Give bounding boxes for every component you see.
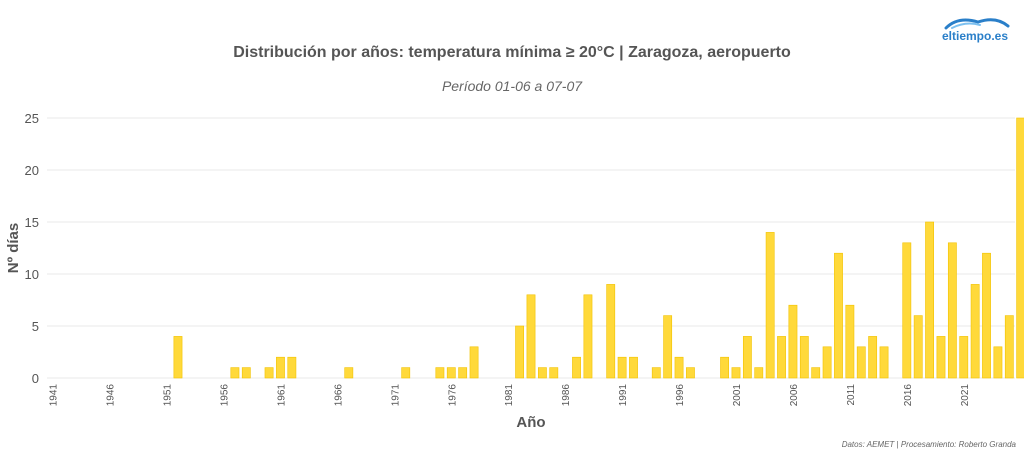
bar xyxy=(970,284,980,379)
bar xyxy=(230,367,240,379)
x-tick-label: 1976 xyxy=(447,384,458,407)
bar xyxy=(1004,315,1014,379)
bar xyxy=(629,356,638,379)
bar xyxy=(651,367,661,379)
x-tick-label: 1996 xyxy=(675,384,686,407)
bar xyxy=(572,356,581,379)
bar xyxy=(458,367,468,379)
x-tick-label: 1991 xyxy=(618,384,629,407)
y-tick-label: 10 xyxy=(25,267,39,282)
bar xyxy=(173,336,183,379)
x-tick-label: 1971 xyxy=(390,384,401,407)
bar xyxy=(469,346,479,379)
bar xyxy=(663,315,673,379)
x-tick-label: 2006 xyxy=(789,384,800,407)
bar xyxy=(868,336,878,379)
bar xyxy=(856,346,866,379)
credits-text: Datos: AEMET | Procesamiento: Roberto Gr… xyxy=(841,440,1016,449)
bar xyxy=(720,356,729,379)
bar xyxy=(526,294,536,379)
bar xyxy=(401,367,411,379)
x-tick-label: 1951 xyxy=(163,384,174,407)
x-axis-label: Año xyxy=(516,414,545,431)
bar xyxy=(879,346,889,379)
eltiempo-logo[interactable]: eltiempo.es xyxy=(938,18,1018,44)
bar xyxy=(845,304,855,379)
bar xyxy=(435,367,445,379)
x-tick-label: 1966 xyxy=(333,384,344,407)
x-tick-label: 1956 xyxy=(220,384,231,407)
x-tick-label: 1941 xyxy=(49,384,60,407)
bar xyxy=(344,367,354,379)
x-tick-label: 1961 xyxy=(276,384,287,407)
bar xyxy=(959,336,969,379)
bar xyxy=(925,221,934,379)
x-tick-label: 1946 xyxy=(106,384,117,407)
bar xyxy=(515,325,525,379)
bar xyxy=(742,336,752,379)
cloud-icon: eltiempo.es xyxy=(942,18,1010,43)
bar xyxy=(913,315,923,379)
bar xyxy=(788,304,798,379)
bar xyxy=(686,367,695,379)
y-tick-label: 15 xyxy=(25,215,39,230)
bar xyxy=(982,252,991,379)
bar xyxy=(799,336,809,379)
x-tick-label: 2001 xyxy=(732,384,743,407)
y-tick-label: 0 xyxy=(32,371,39,386)
bar xyxy=(537,367,547,379)
bar xyxy=(765,232,775,379)
bar xyxy=(993,346,1003,379)
y-axis-label: Nº días xyxy=(5,223,22,274)
bar xyxy=(936,336,946,379)
bar xyxy=(1016,117,1024,379)
bar xyxy=(777,336,786,379)
x-tick-label: 2016 xyxy=(903,384,914,407)
bar xyxy=(287,356,297,379)
bar xyxy=(446,367,456,379)
bar xyxy=(811,367,821,379)
x-tick-label: 2011 xyxy=(846,384,857,406)
bar xyxy=(754,367,764,379)
y-tick-label: 5 xyxy=(32,319,39,334)
y-tick-label: 25 xyxy=(25,111,39,126)
x-tick-label: 1986 xyxy=(561,384,572,407)
x-tick-label: 1981 xyxy=(504,384,515,407)
bar xyxy=(834,252,843,379)
bar xyxy=(549,367,559,379)
chart-title: Distribución por años: temperatura mínim… xyxy=(233,44,791,61)
bar xyxy=(674,356,684,379)
y-tick-label: 20 xyxy=(25,163,39,178)
bar xyxy=(264,367,274,379)
bar xyxy=(276,356,285,379)
bar xyxy=(947,242,957,379)
chart-subtitle: Período 01-06 a 07-07 xyxy=(441,78,583,94)
x-tick-label: 2021 xyxy=(960,384,971,407)
bar xyxy=(902,242,912,379)
bar xyxy=(731,367,741,379)
bar xyxy=(617,356,627,379)
bar xyxy=(822,346,832,379)
logo-text: eltiempo.es xyxy=(942,29,1008,43)
bar xyxy=(606,284,616,379)
bar xyxy=(583,294,593,379)
bar xyxy=(241,367,251,379)
